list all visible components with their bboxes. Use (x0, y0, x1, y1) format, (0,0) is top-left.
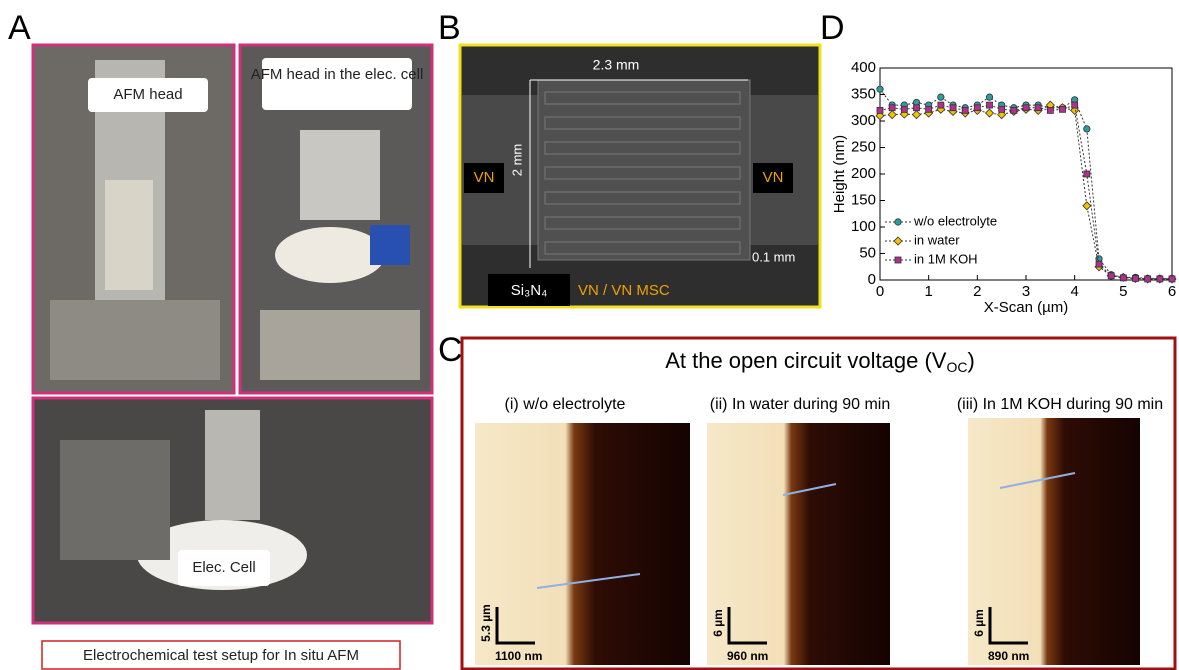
marker (999, 106, 1005, 112)
photo (240, 45, 432, 393)
marker (1011, 107, 1017, 113)
image-caption: (i) w/o electrolyte (505, 396, 626, 413)
x-tick-label: 2 (973, 283, 981, 300)
title-text: At the open circuit voltage (V (665, 348, 947, 373)
scale-label: 960 nm (727, 649, 768, 663)
marker (1108, 273, 1114, 279)
marker (1047, 107, 1053, 113)
photo (33, 398, 432, 623)
x-tick-label: 6 (1168, 283, 1176, 300)
panel-label: A (8, 9, 31, 47)
scale-label: 890 nm (988, 649, 1029, 663)
marker (1145, 276, 1151, 282)
y-tick-label: 300 (851, 112, 876, 129)
marker (1096, 261, 1102, 267)
legend-label: in 1M KOH (914, 251, 978, 266)
marker (913, 111, 921, 119)
afm-image (707, 423, 890, 665)
marker (1169, 276, 1175, 282)
scale-label: 1100 nm (495, 649, 542, 663)
legend-marker (895, 257, 901, 263)
y-tick-label: 200 (851, 165, 876, 182)
substrate-label: Si₃N₄ (511, 282, 547, 299)
marker (1157, 276, 1163, 282)
image-caption: (ii) In water during 90 min (710, 396, 891, 413)
marker (1084, 126, 1090, 132)
title-text: ) (967, 348, 974, 373)
marker (1060, 106, 1066, 112)
panel-label: D (820, 9, 845, 47)
figure: A B C D AFM head AFM head in the elec. c… (0, 0, 1179, 670)
legend-label: w/o electrolyte (913, 213, 997, 228)
panel-label: C (438, 331, 463, 369)
marker (877, 107, 883, 113)
x-tick-label: 0 (876, 283, 884, 300)
y-tick-label: 350 (851, 85, 876, 102)
y-tick-label: 250 (851, 138, 876, 155)
image-caption: (iii) In 1M KOH during 90 min (957, 396, 1163, 413)
marker (938, 94, 944, 100)
marker (1133, 275, 1139, 281)
x-tick-label: 4 (1070, 283, 1078, 300)
y-tick-label: 400 (851, 59, 876, 76)
x-tick-label: 3 (1022, 283, 1030, 300)
dimension-label: 2.3 mm (593, 57, 640, 73)
marker (901, 106, 907, 112)
afm-image (475, 423, 690, 665)
photo-label: Elec. Cell (192, 559, 255, 576)
marker (974, 105, 980, 111)
marker (1084, 171, 1090, 177)
plot-frame (880, 68, 1172, 280)
marker (986, 94, 992, 100)
x-axis-label: X-Scan (µm) (984, 299, 1069, 316)
marker (1083, 202, 1091, 210)
marker (1035, 105, 1041, 111)
dimension-label: 2 mm (509, 144, 524, 177)
device-label: VN / VN MSC (578, 282, 670, 299)
title-subscript: OC (946, 359, 967, 375)
marker (1072, 102, 1078, 108)
marker (889, 105, 895, 111)
marker (986, 109, 994, 117)
scale-label: 6 µm (972, 609, 986, 637)
afm-image (968, 418, 1140, 665)
x-tick-label: 5 (1119, 283, 1127, 300)
y-tick-label: 100 (851, 218, 876, 235)
legend-label: in water (914, 232, 960, 247)
marker (914, 105, 920, 111)
scale-label: 6 µm (711, 609, 725, 637)
photo-label: AFM head (113, 86, 182, 103)
region-label: VN (474, 169, 495, 186)
y-axis-label: Height (nm) (831, 135, 848, 213)
marker (962, 107, 968, 113)
legend-marker (895, 219, 901, 225)
x-tick-label: 1 (924, 283, 932, 300)
legend-marker (894, 237, 902, 245)
photo-label: AFM head in the elec. cell (251, 66, 424, 83)
scale-label: 5.3 µm (479, 604, 493, 642)
marker (888, 111, 896, 119)
y-tick-label: 50 (859, 244, 876, 261)
marker (938, 102, 944, 108)
series-line (880, 89, 1172, 278)
region-label: VN (763, 169, 784, 186)
caption: Electrochemical test setup for In situ A… (83, 647, 359, 664)
panel-label: B (438, 9, 461, 47)
y-tick-label: 0 (868, 271, 876, 288)
marker (1023, 105, 1029, 111)
dimension-label: 0.1 mm (752, 249, 795, 264)
marker (987, 102, 993, 108)
panel-title: At the open circuit voltage (VOC) (665, 348, 975, 375)
marker (950, 105, 956, 111)
y-tick-label: 150 (851, 191, 876, 208)
marker (877, 86, 883, 92)
marker (1120, 275, 1126, 281)
marker (926, 106, 932, 112)
